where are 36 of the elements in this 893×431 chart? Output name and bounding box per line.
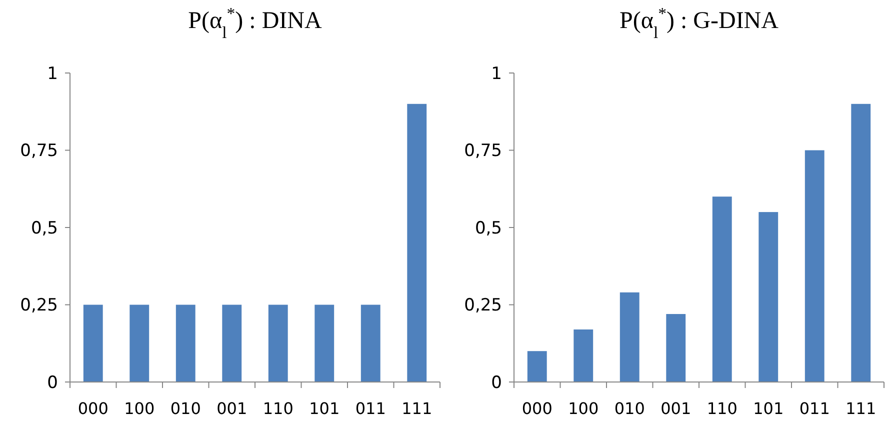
bar [758,212,778,382]
x-tick-label: 110 [262,399,294,418]
chart-title: P(α$_{l}$$^{*}$) : G-DINA [620,4,780,42]
x-tick-label: 001 [660,399,692,418]
x-tick-label: 000 [522,399,552,418]
x-tick-label: 010 [170,399,201,418]
x-tick-label: 111 [846,399,876,418]
y-tick-label: 1 [491,64,502,84]
chart-title: P(α$_{l}$$^{*}$) : DINA [188,4,322,42]
x-tick-label: 110 [706,399,738,418]
y-tick-label: 0,25 [20,296,58,316]
bar [804,150,824,382]
bar [574,329,594,382]
bar [620,292,640,382]
y-tick-label: 1 [47,64,58,84]
x-tick-label: 101 [753,399,784,418]
x-tick-label: 000 [78,399,108,418]
x-tick-label: 011 [355,399,386,418]
x-tick-label: 101 [309,399,340,418]
x-tick-label: 100 [124,399,155,418]
y-tick-label: 0,75 [464,141,502,162]
bar [666,314,686,382]
y-tick-label: 0,5 [30,218,58,238]
y-tick-label: 0 [491,372,502,393]
y-tick-label: 0,5 [474,218,502,238]
y-tick-label: 0,25 [464,296,502,316]
y-tick-label: 0 [47,372,58,393]
bar [527,351,547,382]
x-tick-label: 001 [216,399,248,418]
bar [712,196,732,382]
x-tick-label: 010 [614,399,645,418]
y-tick-label: 0,75 [20,141,58,162]
x-tick-label: 100 [568,399,599,418]
x-tick-label: 111 [402,399,432,418]
bar [851,104,871,382]
x-tick-label: 011 [799,399,830,418]
